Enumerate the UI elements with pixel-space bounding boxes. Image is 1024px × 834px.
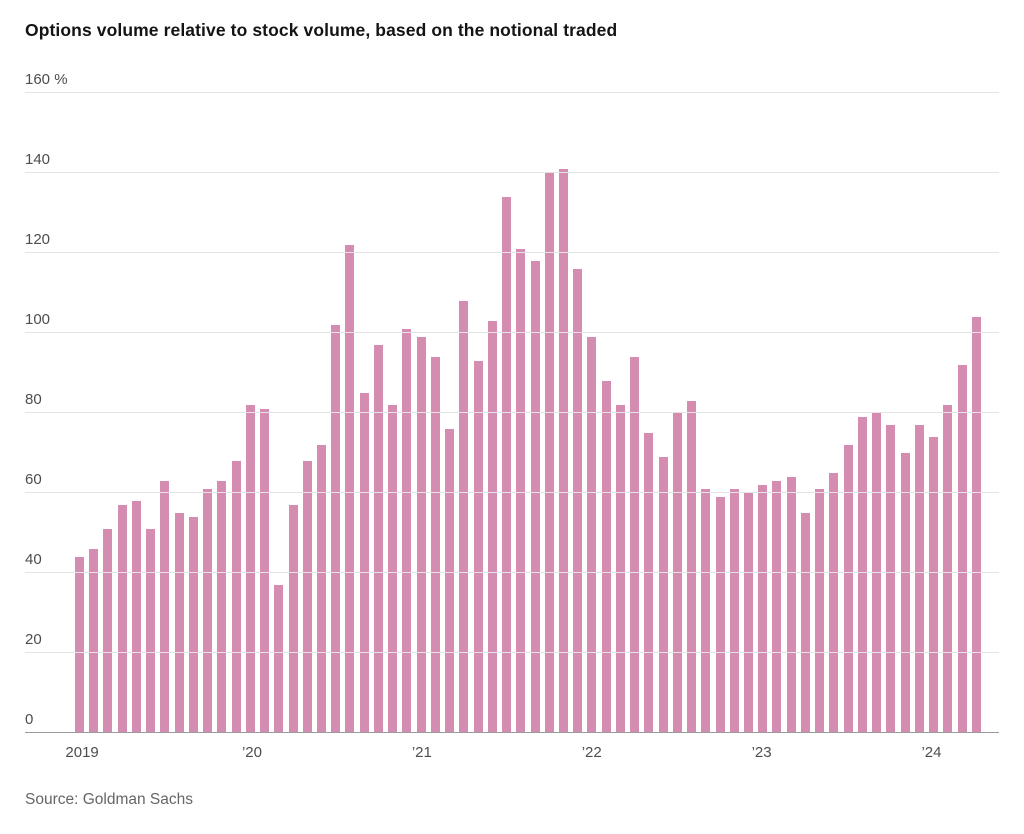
bar-2019-02: [89, 549, 99, 733]
bar-2021-02: [430, 357, 440, 733]
bar-2021-05: [473, 361, 483, 733]
bar-2022-07: [672, 413, 682, 733]
gridline: [25, 92, 999, 93]
x-tick-label: ’22: [581, 744, 602, 761]
y-tick-label: 0: [25, 711, 34, 728]
gridline: [25, 492, 999, 493]
bar-2022-11: [729, 489, 739, 733]
bar-2019-05: [131, 501, 141, 733]
bar-2021-06: [487, 321, 497, 733]
y-tick-label: 60: [25, 471, 42, 488]
bar-2022-08: [687, 401, 697, 733]
bar-2021-11: [558, 169, 568, 733]
y-tick-label: 80: [25, 391, 42, 408]
source-note: Source: Goldman Sachs: [25, 791, 194, 808]
bar-2019-08: [174, 513, 184, 733]
bar-2022-02: [601, 381, 611, 733]
bar-2020-08: [345, 245, 355, 733]
bar-2023-05: [815, 489, 825, 733]
bar-2022-05: [644, 433, 654, 733]
bar-2023-01: [758, 485, 768, 733]
bar-2023-07: [843, 445, 853, 733]
bar-2020-04: [288, 505, 298, 733]
bar-2021-12: [573, 269, 583, 733]
bar-2023-06: [829, 473, 839, 733]
bar-2021-01: [416, 337, 426, 733]
chart-title: Options volume relative to stock volume,…: [25, 20, 618, 40]
bars-layer: [75, 93, 981, 733]
x-tick-label: ’23: [751, 744, 772, 761]
x-tick-label: ’21: [411, 744, 432, 761]
bar-2019-03: [103, 529, 113, 733]
bar-2022-09: [701, 489, 711, 733]
bar-2019-10: [203, 489, 213, 733]
y-tick-label: 140: [25, 151, 51, 168]
bar-2022-10: [715, 497, 725, 733]
bar-2019-01: [75, 557, 84, 733]
bar-2020-03: [274, 585, 284, 733]
bar-2023-10: [886, 425, 896, 733]
x-tick-label: ’20: [241, 744, 262, 761]
bar-2021-07: [502, 197, 512, 733]
bar-2023-03: [786, 477, 796, 733]
bar-2019-12: [231, 461, 241, 733]
gridline: [25, 412, 999, 413]
x-tick-label: ’24: [921, 744, 942, 761]
bar-2020-07: [331, 325, 341, 733]
gridline: [25, 332, 999, 333]
gridline: [25, 172, 999, 173]
bar-2020-06: [316, 445, 326, 733]
bar-2024-03: [957, 365, 967, 733]
bar-2019-06: [146, 529, 156, 733]
y-tick-label: 100: [25, 311, 51, 328]
bar-2020-11: [388, 405, 398, 733]
bar-2022-06: [658, 457, 668, 733]
bar-2020-02: [260, 409, 270, 733]
bar-2024-02: [943, 405, 953, 733]
bar-2019-09: [188, 517, 198, 733]
bar-2023-02: [772, 481, 782, 733]
bar-2021-09: [530, 261, 540, 733]
bar-2023-12: [914, 425, 924, 733]
bar-2022-12: [744, 493, 754, 733]
bar-2023-11: [900, 453, 910, 733]
bar-2022-04: [630, 357, 640, 733]
bar-2023-09: [872, 413, 882, 733]
gridline: [25, 252, 999, 253]
bar-2019-07: [160, 481, 170, 733]
bar-2024-01: [929, 437, 939, 733]
bar-2022-03: [615, 405, 625, 733]
bar-2020-09: [359, 393, 369, 733]
x-axis-baseline: [25, 732, 999, 733]
bar-2019-04: [117, 505, 127, 733]
bar-2020-12: [402, 329, 412, 733]
bar-2019-11: [217, 481, 227, 733]
x-axis-labels: 2019 ’20 ’21 ’22 ’23 ’24: [65, 733, 981, 767]
bar-2023-04: [800, 513, 810, 733]
y-tick-label: 40: [25, 551, 42, 568]
bar-2023-08: [857, 417, 867, 733]
bar-2020-05: [302, 461, 312, 733]
bar-2020-01: [245, 405, 255, 733]
y-tick-label: 20: [25, 631, 42, 648]
y-tick-label: 160 %: [25, 71, 68, 88]
bar-2021-10: [544, 173, 554, 733]
bar-chart: 2019 ’20 ’21 ’22 ’23 ’24 0 20 40 60 80 100 120 140 16…: [25, 72, 999, 761]
bar-2021-04: [459, 301, 469, 733]
bar-2022-01: [587, 337, 597, 733]
bar-2020-10: [373, 345, 383, 733]
bar-2024-04: [971, 317, 981, 733]
gridline: [25, 652, 999, 653]
x-tick-label: 2019: [65, 744, 99, 761]
bar-2021-08: [516, 249, 526, 733]
gridline: [25, 572, 999, 573]
y-tick-label: 120: [25, 231, 51, 248]
bar-2021-03: [445, 429, 455, 733]
